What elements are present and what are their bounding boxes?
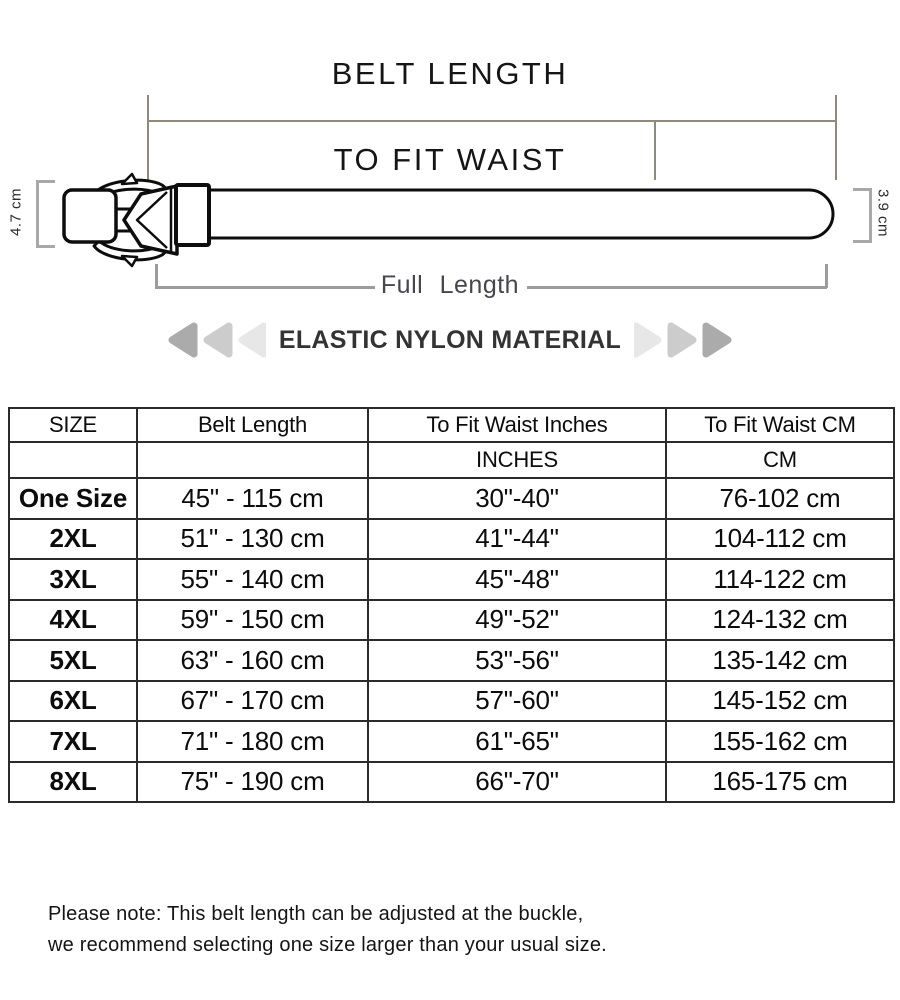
size-cell: 4XL bbox=[8, 598, 138, 641]
size-cell: 6XL bbox=[8, 679, 138, 722]
material-banner: ELASTIC NYLON MATERIAL bbox=[0, 322, 900, 358]
buckle-width-label: 4.7 cm bbox=[7, 188, 25, 237]
value-cell: 155-162 cm bbox=[665, 720, 895, 763]
buckle-body bbox=[62, 188, 118, 244]
full-length-riser-left bbox=[155, 264, 158, 288]
dimension-tick-right bbox=[835, 95, 837, 180]
subheader-empty bbox=[136, 441, 369, 479]
size-cell: 3XL bbox=[8, 558, 138, 601]
value-cell: 59" - 150 cm bbox=[136, 598, 369, 641]
subheader-inches: INCHES bbox=[367, 441, 667, 479]
size-cell: One Size bbox=[8, 477, 138, 520]
size-table: SIZE Belt Length To Fit Waist Inches To … bbox=[8, 407, 895, 803]
buckle-release-tab-top bbox=[120, 172, 139, 186]
table-row: One Size 45" - 115 cm 30"-40" 76-102 cm bbox=[8, 477, 895, 520]
full-length-riser-right bbox=[825, 264, 828, 288]
full-length-line-left bbox=[155, 286, 375, 289]
table-row: 2XL 51" - 130 cm 41"-44" 104-112 cm bbox=[8, 517, 895, 560]
size-cell: 2XL bbox=[8, 517, 138, 560]
note-line-2: we recommend selecting one size larger t… bbox=[48, 933, 607, 956]
value-cell: 51" - 130 cm bbox=[136, 517, 369, 560]
full-length-label: Full Length bbox=[380, 271, 520, 299]
strap-width-bracket bbox=[853, 188, 872, 243]
left-arrows-icon bbox=[168, 322, 266, 358]
column-header-waist-cm: To Fit Waist CM bbox=[665, 407, 895, 443]
subheader-row: INCHES CM bbox=[8, 441, 895, 479]
buckle-release-tab-bottom bbox=[120, 254, 139, 268]
subheader-cm: CM bbox=[665, 441, 895, 479]
value-cell: 75" - 190 cm bbox=[136, 760, 369, 803]
value-cell: 76-102 cm bbox=[665, 477, 895, 520]
belt-strap bbox=[203, 188, 835, 240]
size-cell: 7XL bbox=[8, 720, 138, 763]
table-row: 4XL 59" - 150 cm 49"-52" 124-132 cm bbox=[8, 598, 895, 641]
value-cell: 53"-56" bbox=[367, 639, 667, 682]
value-cell: 124-132 cm bbox=[665, 598, 895, 641]
value-cell: 45" - 115 cm bbox=[136, 477, 369, 520]
table-row: 7XL 71" - 180 cm 61"-65" 155-162 cm bbox=[8, 720, 895, 763]
value-cell: 145-152 cm bbox=[665, 679, 895, 722]
belt-keeper bbox=[174, 183, 211, 247]
value-cell: 135-142 cm bbox=[665, 639, 895, 682]
belt-length-title: BELT LENGTH bbox=[331, 56, 569, 91]
table-row: 3XL 55" - 140 cm 45"-48" 114-122 cm bbox=[8, 558, 895, 601]
full-length-line-right bbox=[527, 286, 827, 289]
note-line-1: Please note: This belt length can be adj… bbox=[48, 903, 584, 925]
value-cell: 49"-52" bbox=[367, 598, 667, 641]
value-cell: 63" - 160 cm bbox=[136, 639, 369, 682]
value-cell: 30"-40" bbox=[367, 477, 667, 520]
column-header-size: SIZE bbox=[8, 407, 138, 443]
header-row: SIZE Belt Length To Fit Waist Inches To … bbox=[8, 407, 895, 443]
note: Please note: This belt length can be adj… bbox=[48, 899, 607, 960]
size-cell: 8XL bbox=[8, 760, 138, 803]
value-cell: 41"-44" bbox=[367, 517, 667, 560]
value-cell: 165-175 cm bbox=[665, 760, 895, 803]
value-cell: 57"-60" bbox=[367, 679, 667, 722]
value-cell: 45"-48" bbox=[367, 558, 667, 601]
dimension-tick-left bbox=[147, 95, 149, 180]
strap-width-label: 3.9 cm bbox=[874, 188, 892, 237]
value-cell: 104-112 cm bbox=[665, 517, 895, 560]
table-row: 6XL 67" - 170 cm 57"-60" 145-152 cm bbox=[8, 679, 895, 722]
buckle-male-adapter bbox=[122, 184, 179, 256]
table-row: 5XL 63" - 160 cm 53"-56" 135-142 cm bbox=[8, 639, 895, 682]
to-fit-waist-title: TO FIT WAIST bbox=[333, 142, 567, 177]
size-cell: 5XL bbox=[8, 639, 138, 682]
value-cell: 67" - 170 cm bbox=[136, 679, 369, 722]
buckle-chevron bbox=[135, 191, 168, 249]
belt-illustration bbox=[62, 172, 835, 268]
subheader-empty bbox=[8, 441, 138, 479]
table-row: 8XL 75" - 190 cm 66"-70" 165-175 cm bbox=[8, 760, 895, 803]
belt-length-dimension-line bbox=[148, 120, 836, 122]
value-cell: 61"-65" bbox=[367, 720, 667, 763]
right-arrows-icon bbox=[634, 322, 732, 358]
value-cell: 114-122 cm bbox=[665, 558, 895, 601]
column-header-waist-inches: To Fit Waist Inches bbox=[367, 407, 667, 443]
value-cell: 66"-70" bbox=[367, 760, 667, 803]
dimension-tick-middle bbox=[654, 120, 656, 180]
value-cell: 55" - 140 cm bbox=[136, 558, 369, 601]
buckle-width-bracket bbox=[36, 180, 55, 248]
material-label: ELASTIC NYLON MATERIAL bbox=[278, 325, 622, 354]
column-header-belt-length: Belt Length bbox=[136, 407, 369, 443]
value-cell: 71" - 180 cm bbox=[136, 720, 369, 763]
